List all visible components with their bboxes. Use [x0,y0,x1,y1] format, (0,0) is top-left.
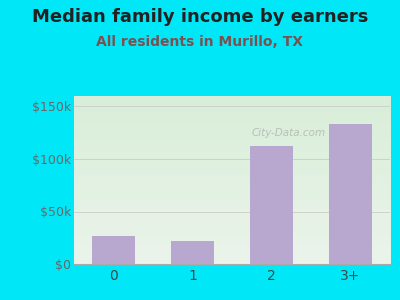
Text: All residents in Murillo, TX: All residents in Murillo, TX [96,34,304,49]
Bar [329,124,372,264]
Text: City-Data.com: City-Data.com [252,128,326,138]
Bar [250,146,293,264]
Bar [171,241,214,264]
Text: Median family income by earners: Median family income by earners [32,8,368,26]
Bar [92,236,135,264]
